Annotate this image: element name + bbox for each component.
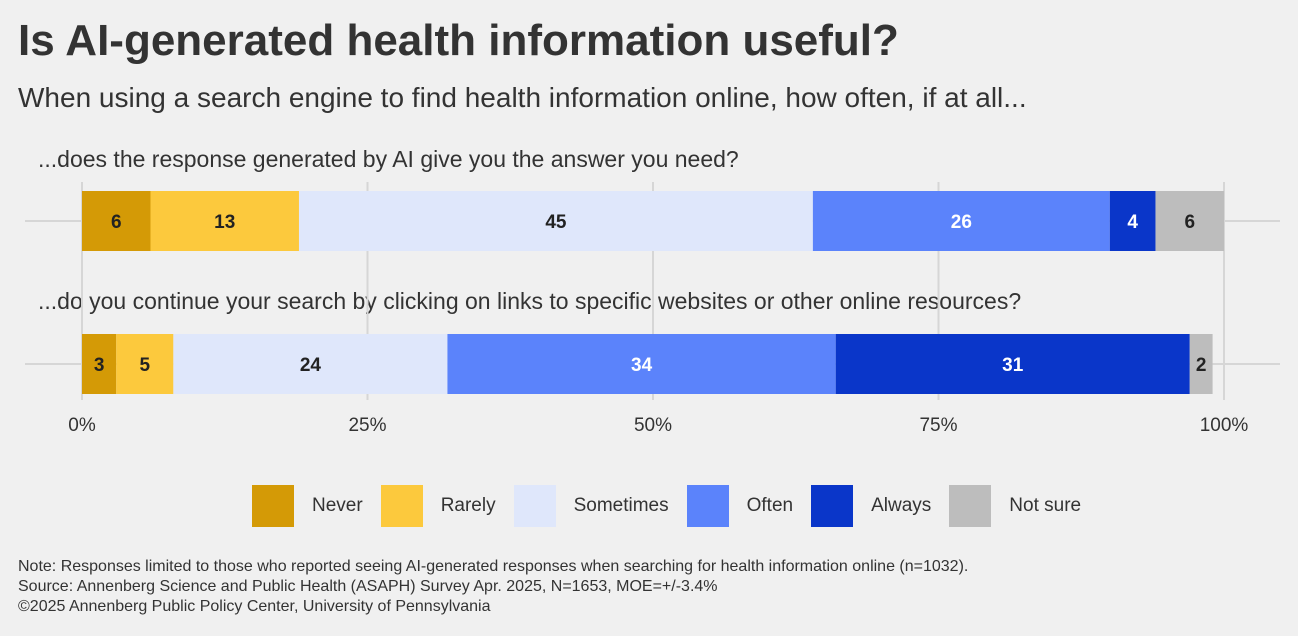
bar-always-row-0 [1109, 191, 1156, 251]
chart-title: Is AI-generated health information usefu… [18, 16, 899, 65]
legend-item-not-sure: Not sure [949, 485, 1081, 527]
data-label-not-sure-row-0: 6 [1184, 212, 1195, 233]
data-label-not-sure-row-1: 2 [1196, 355, 1207, 376]
legend-swatch-sometimes [513, 485, 556, 527]
legend-label-sometimes: Sometimes [573, 495, 669, 516]
legend-label-often: Often [746, 495, 794, 516]
data-label-always-row-1: 31 [1002, 355, 1024, 376]
legend-item-always: Always [811, 485, 931, 527]
legend-item-rarely: Rarely [380, 485, 496, 527]
bar-sometimes-row-0 [298, 191, 813, 251]
data-label-never-row-1: 3 [94, 355, 105, 376]
data-label-sometimes-row-1: 24 [300, 355, 322, 376]
data-label-rarely-row-0: 13 [214, 212, 235, 233]
x-tick-label-4: 100% [1200, 415, 1249, 436]
x-tick-label-1: 25% [348, 415, 386, 436]
bar-never-row-0 [82, 191, 151, 251]
data-label-always-row-0: 4 [1127, 212, 1138, 233]
x-tick-label-2: 50% [634, 415, 672, 436]
legend-label-not-sure: Not sure [1009, 495, 1082, 516]
x-tick-label-3: 75% [919, 415, 957, 436]
legend-swatch-not-sure [949, 485, 992, 527]
legend-label-rarely: Rarely [440, 495, 496, 516]
bar-rarely-row-0 [150, 191, 299, 251]
data-label-rarely-row-1: 5 [140, 355, 151, 376]
data-label-sometimes-row-0: 45 [545, 212, 567, 233]
copyright-text: ©2025 Annenberg Public Policy Center, Un… [18, 598, 491, 615]
source-text: Source: Annenberg Science and Public Hea… [18, 578, 718, 595]
legend-swatch-never [252, 485, 294, 527]
x-tick-label-0: 0% [68, 415, 96, 436]
data-label-never-row-0: 6 [111, 212, 122, 233]
note-text: Note: Responses limited to those who rep… [18, 558, 969, 575]
legend: Never Rarely Sometimes Often Always Not … [252, 485, 1099, 527]
legend-item-never: Never [252, 485, 363, 527]
legend-label-never: Never [312, 495, 363, 516]
footnotes: Note: Responses limited to those who rep… [18, 557, 968, 617]
legend-swatch-always [811, 485, 854, 527]
bar-sometimes-row-1 [173, 334, 448, 394]
data-label-often-row-1: 34 [631, 355, 653, 376]
bar-always-row-1 [835, 334, 1190, 394]
question-label-answer: ...does the response generated by AI giv… [38, 146, 739, 172]
chart-subtitle: When using a search engine to find healt… [18, 82, 1027, 113]
legend-item-sometimes: Sometimes [513, 485, 669, 527]
bar-not-sure-row-1 [1189, 334, 1213, 394]
bar-often-row-1 [447, 334, 836, 394]
legend-swatch-often [686, 485, 729, 527]
legend-item-often: Often [686, 485, 794, 527]
question-label-continue-search: ...do you continue your search by clicki… [38, 288, 1022, 314]
legend-label-always: Always [871, 495, 932, 516]
legend-swatch-rarely [380, 485, 423, 527]
bar-never-row-1 [82, 334, 117, 394]
data-label-often-row-0: 26 [951, 212, 972, 233]
stacked-bar-chart: 6 13 45 26 4 6 3 5 24 34 31 2 0% 25% 50% 75% 100% [25, 182, 1280, 436]
bar-rarely-row-1 [116, 334, 174, 394]
bar-not-sure-row-0 [1155, 191, 1224, 251]
bar-often-row-0 [812, 191, 1110, 251]
